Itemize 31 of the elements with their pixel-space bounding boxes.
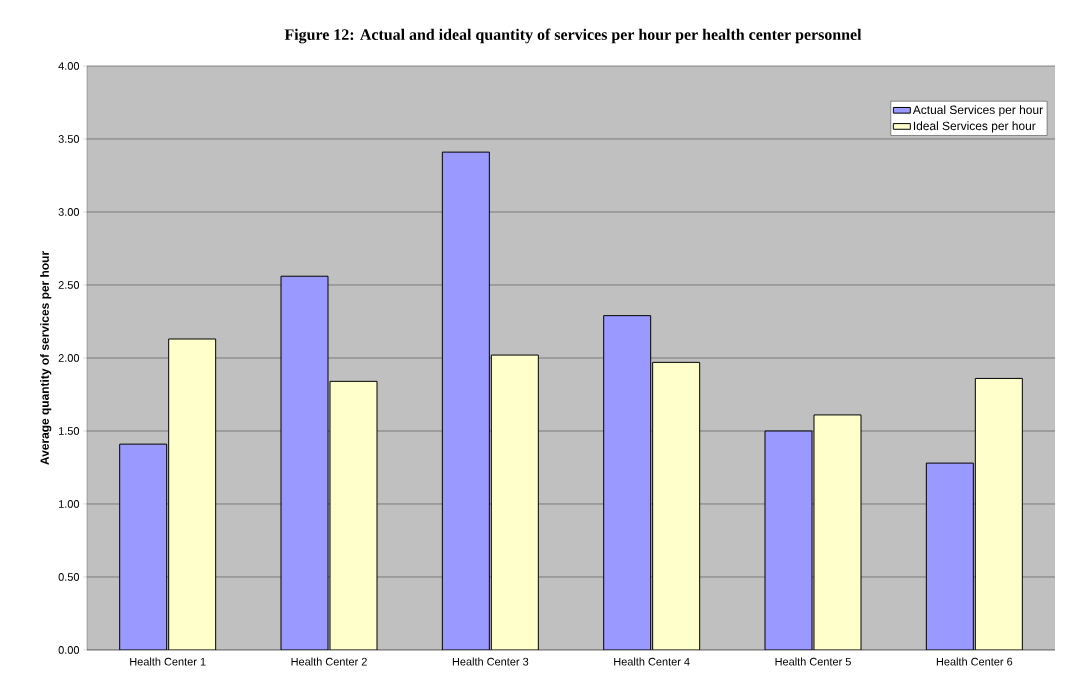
bar [603,315,652,650]
bar [974,377,1023,650]
y-tick-label: 4.00 [58,62,80,70]
x-tick-label: Health Center 1 [130,657,206,666]
chart-title: Figure 12: Actual and ideal quantity of services per hour per health center personnel [284,28,862,44]
bar [280,275,329,650]
bar [813,414,862,650]
bar [441,151,490,650]
bar [490,354,539,650]
bar [168,338,217,650]
x-tick-label: Health Center 5 [775,657,851,666]
bar [764,430,813,650]
y-tick-label: 0.00 [58,646,80,654]
x-tick-label: Health Center 2 [291,657,367,666]
legend-label: Actual Services per hour [912,105,1043,117]
y-axis-title: Average quantity of services per hour [40,251,52,465]
x-tick-label: Health Center 3 [452,657,529,666]
y-tick-label: 1.00 [58,500,80,508]
y-tick-label: 1.50 [58,427,80,435]
y-tick-label: 0.50 [58,573,80,581]
x-tick-label: Health Center 6 [936,657,1013,666]
y-tick-label: 3.50 [58,135,80,143]
legend-label: Ideal Services per hour [913,121,1036,133]
x-tick-label: Health Center 4 [614,657,690,666]
bar [119,443,168,650]
y-tick-label: 2.50 [58,281,80,289]
y-tick-label: 3.00 [58,208,80,216]
bar [329,380,378,650]
bar [652,361,701,650]
y-tick-label: 2.00 [58,354,80,362]
bar [925,462,974,650]
